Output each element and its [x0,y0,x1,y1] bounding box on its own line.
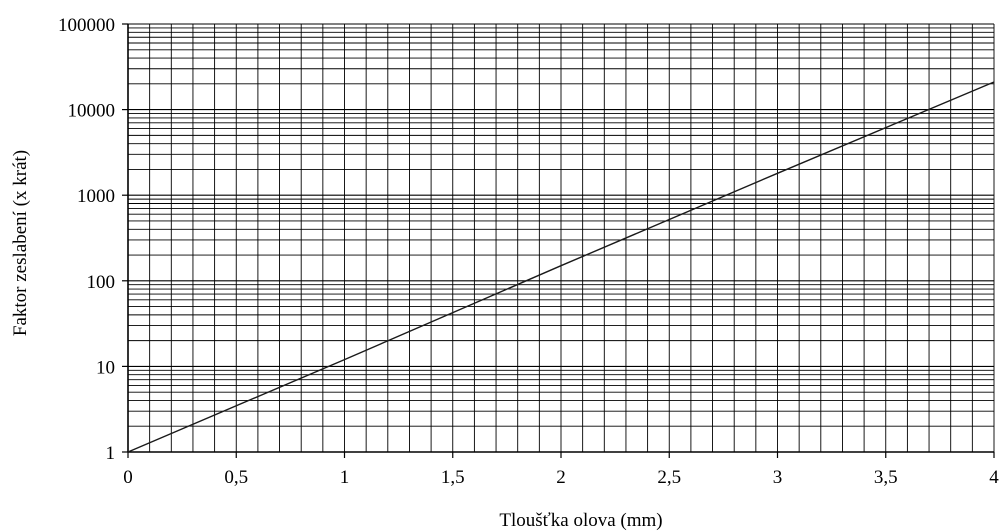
x-tick-label: 3,5 [874,467,898,488]
x-tick-label: 2 [556,467,566,488]
x-tick-label: 3 [773,467,783,488]
grid [127,23,995,453]
x-tick-label: 1 [340,467,350,488]
x-tick-label: 0,5 [224,467,248,488]
x-tick-label: 2,5 [657,467,681,488]
y-tick-labels: 1 10 100 1000 10000 100000 [58,15,128,464]
x-tick-label: 1,5 [441,467,465,488]
series-layer [127,81,995,453]
y-tick-label: 100000 [58,15,115,36]
y-tick-label: 100 [87,272,116,293]
y-tick-label: 1 [106,443,116,464]
series-line [127,81,995,453]
y-tick-label: 10 [96,357,115,378]
x-axis-label: Tloušťka olova (mm) [499,510,662,531]
x-tick-label: 0 [123,467,133,488]
y-tick-label: 1000 [77,186,115,207]
x-tick-labels: 0 0,5 1 1,5 2 2,5 3 3,5 4 [123,452,999,488]
y-tick-label: 10000 [68,101,116,122]
x-tick-label: 4 [989,467,999,488]
y-axis-label: Faktor zeslabení (x krát) [10,150,31,336]
